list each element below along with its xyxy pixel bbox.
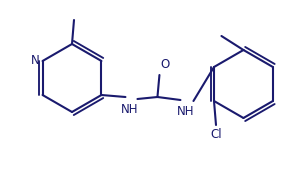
- Text: O: O: [161, 58, 170, 71]
- Text: Cl: Cl: [210, 128, 222, 141]
- Text: N: N: [31, 54, 40, 67]
- Text: NH: NH: [121, 103, 138, 116]
- Text: NH: NH: [177, 105, 194, 118]
